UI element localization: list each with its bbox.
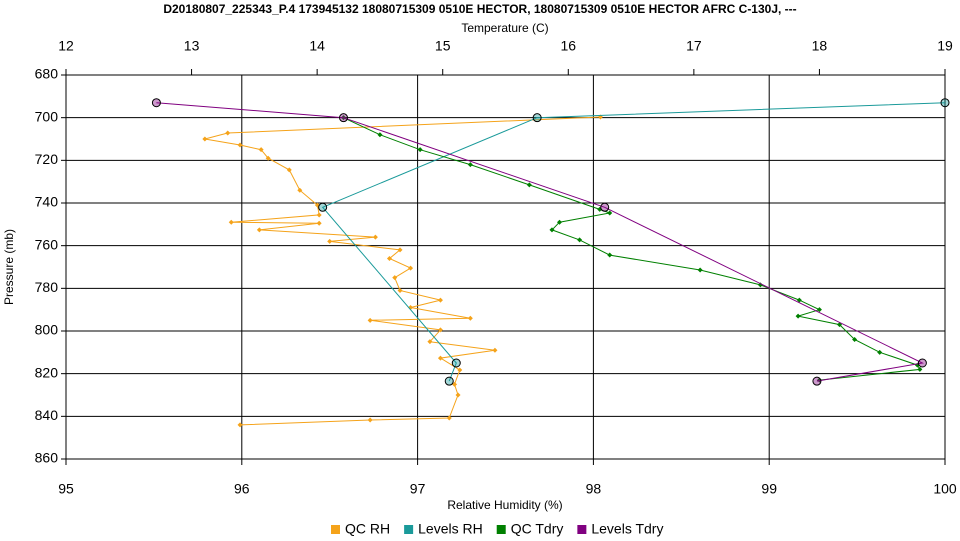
- point: [577, 237, 583, 243]
- point: [316, 220, 322, 226]
- point: [408, 265, 414, 271]
- y-tick-label: 680: [35, 66, 59, 82]
- point: [917, 366, 923, 372]
- point: [446, 415, 452, 421]
- x2-tick-label: 17: [686, 38, 702, 54]
- point: [286, 167, 292, 173]
- y-tick-label: 740: [35, 194, 59, 210]
- point: [549, 227, 555, 233]
- point: [437, 355, 443, 361]
- legend-swatch: [577, 525, 587, 534]
- plot-border: [65, 74, 946, 460]
- point: [600, 202, 610, 212]
- y-axis-title: Pressure (mb): [2, 229, 16, 305]
- point: [532, 113, 542, 123]
- point: [796, 297, 802, 303]
- point: [228, 219, 234, 225]
- point: [451, 358, 461, 368]
- point: [607, 210, 613, 216]
- point: [455, 392, 461, 398]
- x-tick-label: 96: [234, 481, 250, 497]
- point: [316, 212, 322, 218]
- legend: QC RH Levels RH QC Tdry Levels Tdry: [331, 521, 663, 537]
- x-tick-label: 98: [586, 481, 602, 497]
- point: [917, 358, 927, 368]
- y-tick-label: 760: [35, 236, 59, 252]
- point: [607, 252, 613, 258]
- series-line: [343, 117, 921, 381]
- point: [327, 238, 333, 244]
- series-line: [204, 116, 601, 426]
- point: [697, 267, 703, 273]
- x2-tick-label: 18: [812, 38, 828, 54]
- x-axis-title: Relative Humidity (%): [447, 498, 562, 512]
- point: [392, 275, 398, 281]
- legend-label: Levels Tdry: [591, 521, 663, 537]
- point: [265, 155, 271, 161]
- legend-label: QC RH: [345, 521, 390, 537]
- y-tick-label: 820: [35, 364, 59, 380]
- point: [372, 234, 378, 240]
- point: [318, 202, 328, 212]
- point: [237, 422, 243, 428]
- x-tick-label: 95: [58, 481, 74, 497]
- y-tick-label: 700: [35, 108, 59, 124]
- x-tick-label: 99: [761, 481, 777, 497]
- point: [526, 182, 532, 188]
- point: [367, 417, 373, 423]
- point: [852, 337, 858, 343]
- x-tick-label: 100: [933, 481, 957, 497]
- point: [417, 147, 423, 153]
- x2-tick-label: 14: [309, 38, 325, 54]
- point: [397, 287, 403, 293]
- x2-tick-label: 16: [560, 38, 576, 54]
- point: [812, 376, 822, 386]
- point: [877, 349, 883, 355]
- point: [467, 315, 473, 321]
- point: [256, 227, 262, 233]
- point: [437, 327, 443, 333]
- point: [225, 130, 231, 136]
- x2-axis-title: Temperature (C): [461, 21, 548, 35]
- point: [457, 367, 463, 373]
- x2-tick-label: 15: [435, 38, 451, 54]
- point: [386, 255, 392, 261]
- x2-tick-label: 13: [184, 38, 200, 54]
- point: [237, 142, 243, 148]
- point: [795, 313, 801, 319]
- y-tick-label: 720: [35, 151, 59, 167]
- point: [202, 136, 208, 142]
- point: [444, 376, 454, 386]
- point: [816, 307, 822, 313]
- legend-label: QC Tdry: [511, 521, 564, 537]
- point: [377, 132, 383, 138]
- point: [492, 347, 498, 353]
- x-tick-label: 97: [410, 481, 426, 497]
- point: [258, 147, 264, 153]
- series-line: [321, 102, 946, 382]
- point: [556, 219, 562, 225]
- point: [397, 247, 403, 253]
- legend-swatch: [404, 525, 414, 534]
- y-tick-label: 860: [35, 450, 59, 466]
- point: [367, 317, 373, 323]
- point: [940, 98, 950, 108]
- series-line: [156, 102, 925, 382]
- y-tick-label: 840: [35, 407, 59, 423]
- point: [427, 339, 433, 345]
- point: [339, 113, 349, 123]
- x2-tick-label: 12: [58, 38, 74, 54]
- point: [151, 98, 161, 108]
- point: [467, 162, 473, 168]
- legend-swatch: [331, 525, 340, 534]
- point: [297, 187, 303, 193]
- y-tick-label: 780: [35, 279, 59, 295]
- legend-label: Levels RH: [418, 521, 483, 537]
- y-tick-label: 800: [35, 322, 59, 338]
- legend-swatch: [496, 525, 506, 534]
- point: [437, 297, 443, 303]
- chart-title: D20180807_225343_P.4 173945132 180807153…: [163, 2, 796, 16]
- x2-tick-label: 19: [937, 38, 953, 54]
